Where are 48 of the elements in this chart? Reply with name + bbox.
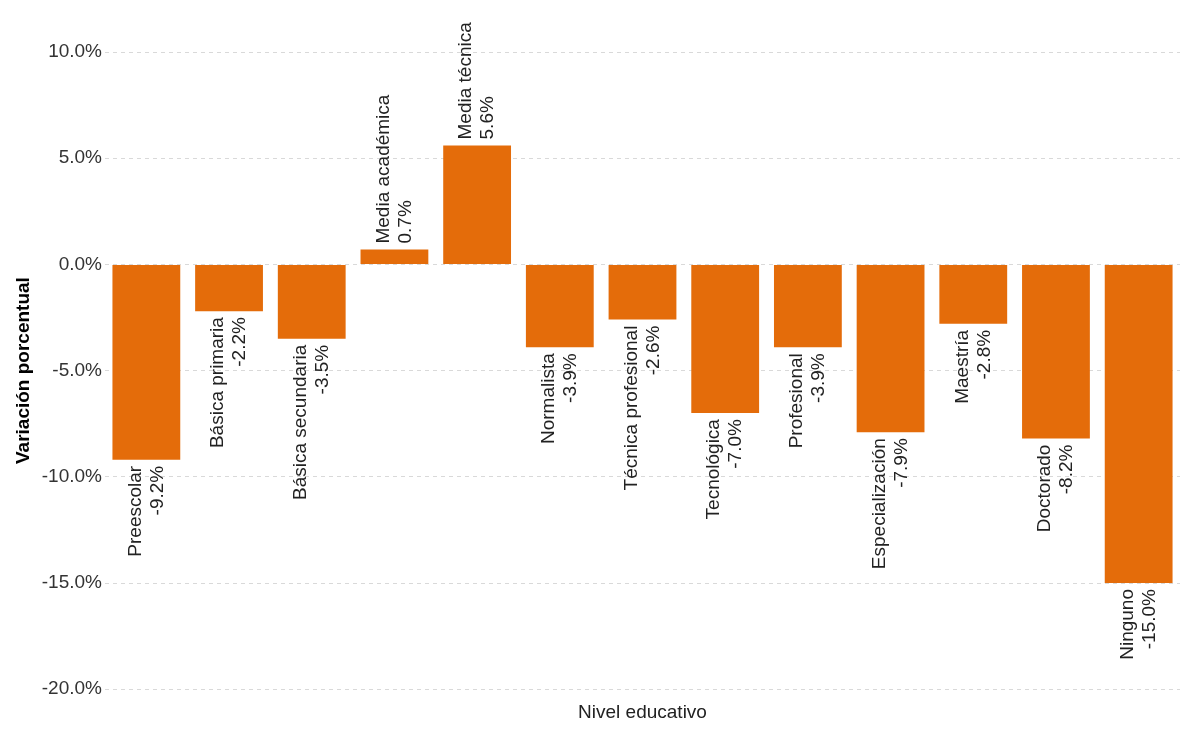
- bar: [277, 264, 346, 339]
- y-tick-label: -10.0%: [41, 465, 103, 487]
- x-tick-label: Profesional: [785, 353, 807, 449]
- x-tick-label: Doctorado: [1033, 444, 1055, 533]
- data-label: -8.2%: [1055, 444, 1077, 495]
- data-label: -2.6%: [641, 325, 663, 376]
- bar: [195, 264, 263, 312]
- x-tick-label: Básica primaria: [206, 316, 228, 449]
- bar: [773, 264, 842, 348]
- x-tick-label: Media técnica: [454, 21, 476, 140]
- x-tick-label: Maestría: [950, 329, 972, 404]
- y-tick-label: -15.0%: [41, 571, 103, 593]
- y-axis-title: Variación porcentual: [11, 277, 33, 465]
- x-tick-label: Normalista: [537, 352, 559, 445]
- x-tick-label: Ninguno: [1115, 589, 1137, 660]
- bar: [608, 264, 677, 320]
- y-tick-label: 5.0%: [58, 146, 103, 168]
- bar: [1104, 264, 1173, 583]
- x-tick-label: Tecnológica: [702, 418, 724, 520]
- y-tick-label: 10.0%: [48, 40, 103, 62]
- x-tick-label: Media académica: [371, 94, 393, 244]
- data-label: -3.9%: [559, 353, 581, 403]
- data-label: -3.9%: [807, 353, 829, 403]
- bar: [525, 264, 594, 348]
- data-label: -7.9%: [889, 438, 911, 488]
- y-tick-label: -20.0%: [41, 677, 103, 699]
- data-label: -7.0%: [724, 418, 746, 469]
- bar: [856, 264, 925, 433]
- bar: [1022, 264, 1090, 439]
- data-label: -9.2%: [145, 465, 167, 516]
- x-tick-label: Técnica profesional: [619, 325, 641, 491]
- bar: [112, 264, 181, 460]
- data-label: -2.8%: [972, 329, 994, 380]
- bar: [939, 264, 1008, 324]
- x-axis-title: Nivel educativo: [578, 700, 707, 722]
- y-tick-label: 0.0%: [58, 252, 103, 274]
- bar: [360, 249, 429, 264]
- x-tick-label: Básica secundaria: [288, 344, 310, 501]
- data-label: -15.0%: [1137, 588, 1159, 650]
- data-label: -2.2%: [228, 317, 250, 367]
- data-label: 0.7%: [393, 200, 415, 244]
- data-label: 5.6%: [476, 96, 498, 140]
- x-tick-label: Especialización: [867, 438, 889, 570]
- bar: [443, 145, 512, 264]
- bar: [691, 264, 760, 414]
- data-label: -3.5%: [310, 344, 332, 395]
- y-tick-label: -5.0%: [52, 358, 103, 380]
- x-tick-label: Preescolar: [123, 465, 145, 557]
